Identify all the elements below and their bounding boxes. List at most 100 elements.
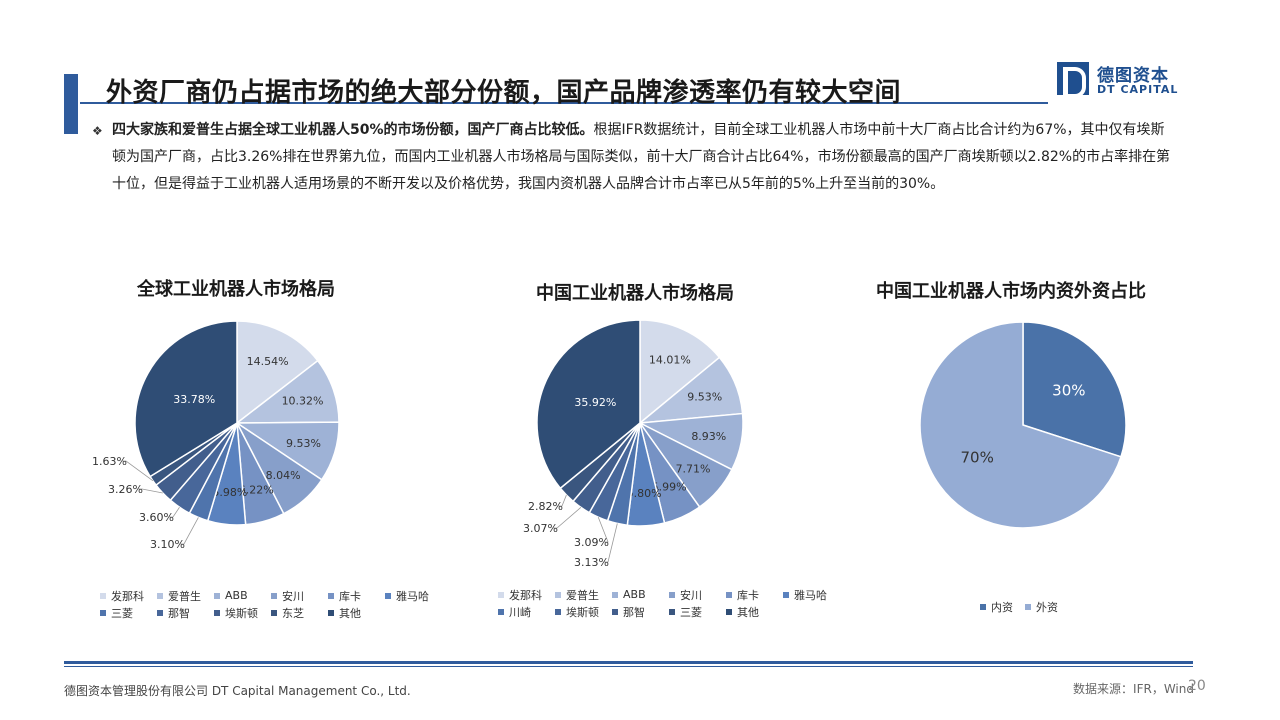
pie-slice-1-0 <box>639 319 721 425</box>
data-label-1-0: 14.01% <box>649 354 691 367</box>
legend-item: 发那科 <box>498 587 555 603</box>
legend-swatch-icon <box>328 592 334 599</box>
legend-row: 川崎 埃斯顿 那智 三菱 其他 <box>498 603 840 620</box>
legend-item: 埃斯顿 <box>214 605 271 621</box>
chart-title-china: 中国工业机器人市场格局 <box>536 283 734 304</box>
data-label-0-5: 5.98% <box>212 486 247 499</box>
page-title: 外资厂商仍占据市场的绝大部分份额，国产品牌渗透率仍有较大空间 <box>106 78 902 108</box>
legend-item: 那智 <box>612 604 669 620</box>
data-label-0-1: 10.32% <box>282 394 324 407</box>
legend-item: 其他 <box>726 604 783 620</box>
legend-label: 那智 <box>623 605 645 619</box>
legend-label: 东芝 <box>282 606 304 620</box>
data-label-0-3: 8.04% <box>266 469 301 482</box>
legend-label: ABB <box>623 588 646 601</box>
legend-label: 库卡 <box>737 588 759 602</box>
legend-swatch-icon <box>214 592 220 599</box>
legend-item: 外资 <box>1025 599 1070 615</box>
pie-chart-global: 14.54% 10.32% 9.53% 8.04% 6.22%5.98% 3.10% 3.6… <box>92 320 340 551</box>
data-label-1-7: 3.09% <box>574 536 609 549</box>
legend-item: 库卡 <box>328 588 385 604</box>
legend-label: 发那科 <box>509 588 542 602</box>
summary-text: 根据IFR数据统计，目前全球工业机器人市场中前十大厂商占比合计约为67%，其中仅… <box>112 122 1171 192</box>
pie-slice-2-0 <box>1022 321 1127 458</box>
legend-swatch-icon <box>612 608 618 615</box>
legend-label: 那智 <box>168 606 190 620</box>
legend-item: 那智 <box>157 605 214 621</box>
legend-label: 发那科 <box>111 589 144 603</box>
legend-domestic-foreign: 内资 外资 <box>980 598 1070 615</box>
legend-swatch-icon <box>498 608 504 615</box>
data-label-0-8: 3.26% <box>108 483 143 496</box>
legend-row: 发那科 爱普生 ABB 安川 库卡 雅马哈 <box>498 586 840 603</box>
legend-swatch-icon <box>157 609 163 616</box>
data-label-0-4: 6.22% <box>239 484 274 497</box>
summary-bold-lead: 四大家族和爱普生占据全球工业机器人50%的市场份额，国产厂商占比较低。 <box>112 122 594 138</box>
data-label-1-5: 5.80% <box>627 487 662 500</box>
legend-swatch-icon <box>555 608 561 615</box>
legend-china: 发那科 爱普生 ABB 安川 库卡 雅马哈川崎 埃斯顿 那智 三菱 其他 <box>498 586 840 620</box>
legend-swatch-icon <box>271 592 277 599</box>
data-label-0-6: 3.10% <box>150 538 185 551</box>
legend-label: 内资 <box>991 600 1013 614</box>
legend-swatch-icon <box>980 603 986 610</box>
legend-item: 安川 <box>669 587 726 603</box>
footer-rule-thick <box>64 661 1193 664</box>
legend-swatch-icon <box>385 592 391 599</box>
legend-swatch-icon <box>214 609 220 616</box>
leader-line-1-7 <box>597 517 609 543</box>
legend-swatch-icon <box>100 592 106 599</box>
legend-item: 三菱 <box>669 604 726 620</box>
data-label-1-2: 8.93% <box>691 430 726 443</box>
leader-line-0-8 <box>138 488 163 494</box>
legend-item: 爱普生 <box>555 587 612 603</box>
data-label-1-1: 9.53% <box>687 390 722 403</box>
legend-row: 三菱 那智 埃斯顿 东芝 其他 <box>100 604 442 621</box>
legend-item: ABB <box>214 589 271 602</box>
legend-item: 内资 <box>980 599 1025 615</box>
logo-text-cn: 德图资本 <box>1097 66 1169 86</box>
legend-label: 三菱 <box>111 606 133 620</box>
legend-label: 雅马哈 <box>396 589 429 603</box>
legend-item: 安川 <box>271 588 328 604</box>
legend-item: ABB <box>612 588 669 601</box>
leader-line-0-9 <box>122 460 154 482</box>
legend-swatch-icon <box>555 591 561 598</box>
legend-row: 发那科 爱普生 ABB 安川 库卡 雅马哈 <box>100 587 442 604</box>
chart-title-domestic-foreign: 中国工业机器人市场内资外资占比 <box>876 281 1146 302</box>
pie-slice-0-10 <box>134 320 238 478</box>
leader-line-1-9 <box>558 494 567 507</box>
footer-company: 德图资本管理股份有限公司 DT Capital Management Co., … <box>64 684 411 698</box>
data-label-2-1: 70% <box>960 448 993 466</box>
legend-swatch-icon <box>328 609 334 616</box>
diamond-bullet-icon: ❖ <box>92 124 103 138</box>
logo-text-en: DT CAPITAL <box>1097 83 1179 96</box>
company-logo: 德图资本 DT CAPITAL <box>1057 62 1179 98</box>
pie-chart-domestic-foreign: 30% 70% <box>919 321 1127 529</box>
footer-rule-thin <box>64 666 1193 667</box>
legend-swatch-icon <box>726 608 732 615</box>
legend-label: 雅马哈 <box>794 588 827 602</box>
legend-label: 外资 <box>1036 600 1058 614</box>
chart-title-global: 全球工业机器人市场格局 <box>137 279 335 300</box>
legend-global: 发那科 爱普生 ABB 安川 库卡 雅马哈三菱 那智 埃斯顿 东芝 其他 <box>100 587 442 621</box>
legend-label: 其他 <box>339 606 361 620</box>
legend-swatch-icon <box>669 608 675 615</box>
data-label-0-0: 14.54% <box>247 355 289 368</box>
legend-swatch-icon <box>100 609 106 616</box>
summary-paragraph: 四大家族和爱普生占据全球工业机器人50%的市场份额，国产厂商占比较低。根据IFR… <box>112 117 1172 198</box>
legend-item: 埃斯顿 <box>555 604 612 620</box>
legend-swatch-icon <box>157 592 163 599</box>
legend-label: 其他 <box>737 605 759 619</box>
title-accent-bar <box>64 74 78 134</box>
data-label-1-8: 3.07% <box>523 522 558 535</box>
data-label-0-2: 9.53% <box>286 437 321 450</box>
leader-line-0-6 <box>180 517 199 545</box>
data-label-0-10: 33.78% <box>173 393 215 406</box>
page-number: 20 <box>1188 678 1206 694</box>
data-label-0-9: 1.63% <box>92 455 127 468</box>
legend-label: 川崎 <box>509 605 531 619</box>
legend-label: 埃斯顿 <box>566 605 599 619</box>
legend-swatch-icon <box>669 591 675 598</box>
